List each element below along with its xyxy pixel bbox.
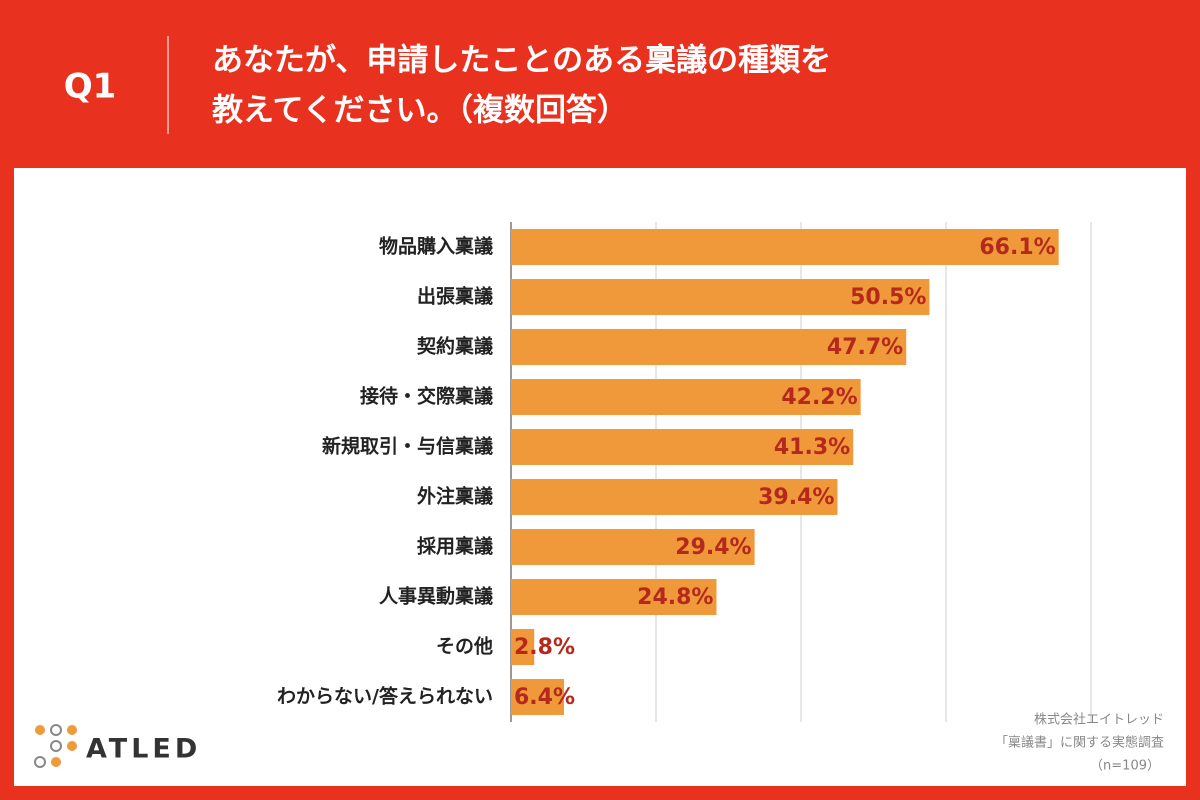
logo-dot — [67, 741, 77, 751]
category-label: 採用稟議 — [417, 535, 493, 558]
value-label: 29.4% — [675, 535, 751, 560]
value-label: 24.8% — [637, 585, 713, 610]
logo-text: ATLED — [86, 734, 201, 765]
bar — [511, 529, 755, 565]
value-label: 39.4% — [758, 485, 834, 510]
logo-dot — [35, 725, 45, 735]
category-label: 接待・交際稟議 — [360, 385, 493, 408]
logo: ATLED — [34, 724, 201, 768]
value-label: 66.1% — [979, 235, 1055, 260]
value-label: 50.5% — [850, 285, 926, 310]
source-company: 株式会社エイトレッド — [1034, 712, 1164, 728]
logo-dot — [50, 724, 62, 736]
value-label: 42.2% — [781, 385, 857, 410]
category-label: 新規取引・与信稟議 — [322, 435, 493, 458]
bar — [511, 479, 838, 515]
category-label: 人事異動稟議 — [379, 585, 493, 608]
plot: 物品購入稟議 66.1% 出張稟議 50.5% 契約稟議 47.7% 接待・交際稟議 42.2… — [277, 222, 1092, 722]
bar — [511, 429, 854, 465]
logo-dot — [67, 725, 77, 735]
bar — [511, 379, 861, 415]
bar — [511, 279, 930, 315]
bar — [511, 229, 1059, 265]
value-label: 2.8% — [514, 635, 575, 660]
category-label: わからない/答えられない — [277, 685, 493, 708]
bar — [511, 579, 717, 615]
logo-dot — [50, 740, 62, 752]
title-line: あなたが、申請したことのある稟議の種類を — [212, 43, 831, 79]
bar — [511, 329, 907, 365]
category-label: 外注稟議 — [417, 485, 493, 508]
question-number: Q1 — [64, 67, 117, 107]
category-label: 契約稟議 — [416, 335, 493, 358]
bar — [511, 679, 565, 715]
title-line: 教えてください。（複数回答） — [212, 93, 628, 129]
bar — [511, 629, 535, 665]
category-label: 出張稟議 — [417, 285, 493, 308]
logo-dot — [34, 756, 46, 768]
category-label: 物品購入稟議 — [379, 235, 493, 258]
category-label: その他 — [436, 635, 493, 658]
card — [14, 168, 1186, 786]
logo-dot — [51, 757, 61, 767]
sample-size: （n=109） — [1090, 759, 1160, 774]
value-label: 41.3% — [774, 435, 850, 460]
value-label: 6.4% — [514, 685, 575, 710]
value-label: 47.7% — [827, 335, 903, 360]
source-survey: 「稟議書」に関する実態調査 — [995, 735, 1164, 751]
